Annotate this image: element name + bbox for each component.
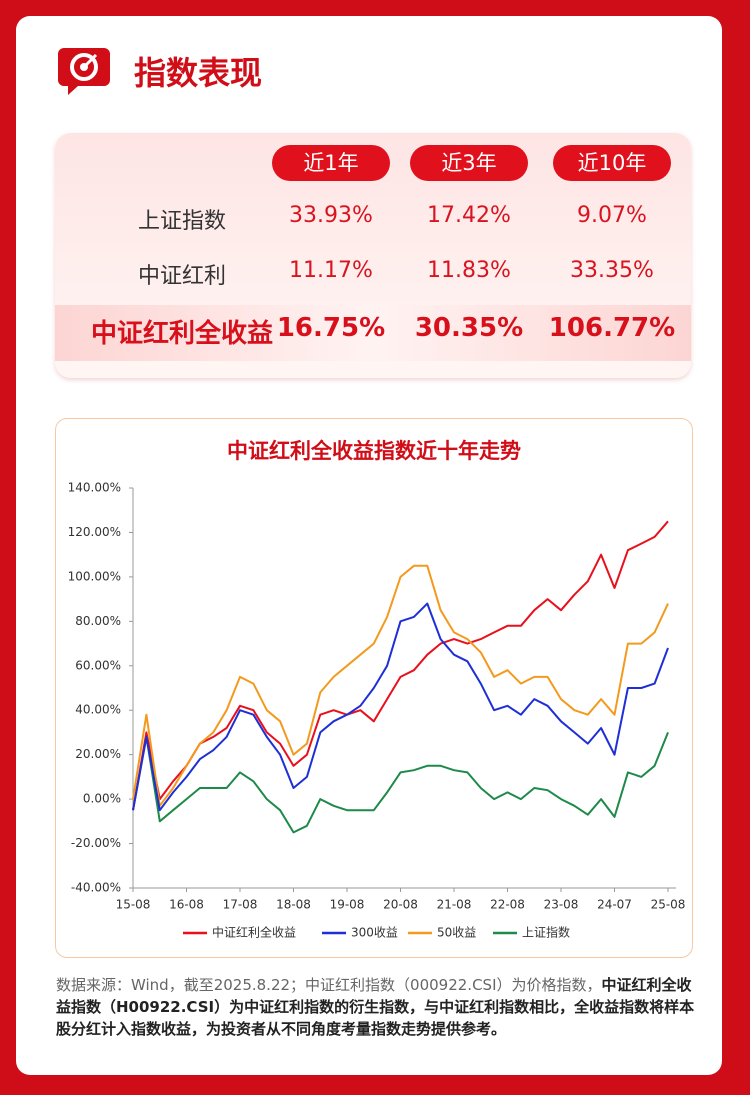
legend-label: 300收益 bbox=[351, 926, 398, 940]
y-tick-label: -20.00% bbox=[71, 836, 121, 850]
footnote-text: 中证红利全收益指数（H00922.CSI）为中证红利指数的衍生指数，与中证红利指… bbox=[56, 976, 695, 1038]
table-cell: 33.93% bbox=[289, 203, 373, 228]
table-cell: 33.35% bbox=[570, 258, 654, 283]
series-line bbox=[132, 602, 669, 812]
row-label: 上证指数 bbox=[137, 209, 226, 234]
y-tick-label: 0.00% bbox=[83, 792, 121, 806]
x-tick-label: 25-08 bbox=[651, 898, 686, 912]
return-table: 近1年 近3年 近10年上证指数 33.93% 17.42% 9.07% 中证红利 11.17… bbox=[55, 133, 691, 378]
table-cell: 106.77% bbox=[548, 313, 676, 343]
column-header: 近10年 bbox=[553, 145, 671, 181]
row-label: 中证红利全收益 bbox=[90, 319, 273, 349]
table-cell: 11.83% bbox=[427, 258, 511, 283]
x-tick-label: 21-08 bbox=[437, 898, 472, 912]
legend-label: 上证指数 bbox=[522, 925, 570, 940]
series-line bbox=[132, 732, 669, 834]
table-cell: 17.42% bbox=[427, 203, 511, 228]
table-cell: 16.75% bbox=[276, 313, 386, 343]
y-tick-label: 40.00% bbox=[75, 703, 121, 717]
x-tick-label: 17-08 bbox=[223, 898, 258, 912]
chart-title: 中证红利全收益指数近十年走势 bbox=[227, 439, 521, 463]
y-tick-label: 120.00% bbox=[68, 525, 121, 539]
card: 指数表现 近1年 近3年 近10年上证指数 33.93% 17.42% 9.07% 中证红利… bbox=[16, 16, 722, 1075]
x-tick-label: 22-08 bbox=[490, 898, 525, 912]
x-tick-label: 24-07 bbox=[597, 898, 632, 912]
legend-label: 中证红利全收益 bbox=[212, 925, 296, 940]
y-tick-label: 60.00% bbox=[75, 658, 121, 672]
column-header: 近1年 bbox=[272, 145, 390, 181]
x-tick-label: 23-08 bbox=[544, 898, 579, 912]
x-tick-label: 18-08 bbox=[276, 898, 311, 912]
y-tick-label: -40.00% bbox=[71, 881, 121, 895]
x-tick-label: 16-08 bbox=[169, 898, 204, 912]
x-tick-label: 15-08 bbox=[116, 898, 151, 912]
series-line bbox=[132, 520, 669, 811]
title-icon bbox=[58, 48, 110, 95]
x-tick-label: 19-08 bbox=[330, 898, 365, 912]
chart-box bbox=[55, 418, 693, 958]
table-cell: 11.17% bbox=[289, 258, 373, 283]
footnote-source: 数据来源：Wind，截至2025.8.22；中证红利指数（000922.CSI）… bbox=[56, 976, 602, 994]
page-title: 指数表现 bbox=[134, 54, 263, 92]
table-cell: 9.07% bbox=[577, 203, 647, 228]
legend-label: 50收益 bbox=[437, 926, 476, 940]
y-tick-label: 20.00% bbox=[75, 747, 121, 761]
y-tick-label: 100.00% bbox=[68, 569, 121, 583]
y-tick-label: 140.00% bbox=[68, 481, 121, 495]
x-tick-label: 20-08 bbox=[383, 898, 418, 912]
series-line bbox=[132, 564, 669, 807]
column-header: 近3年 bbox=[410, 145, 528, 181]
highlight-band bbox=[55, 305, 691, 361]
table-cell: 30.35% bbox=[414, 313, 524, 343]
y-tick-label: 80.00% bbox=[75, 614, 121, 628]
footnote: 数据来源：Wind，截至2025.8.22；中证红利指数（000922.CSI）… bbox=[56, 974, 696, 1040]
row-label: 中证红利 bbox=[137, 264, 226, 289]
